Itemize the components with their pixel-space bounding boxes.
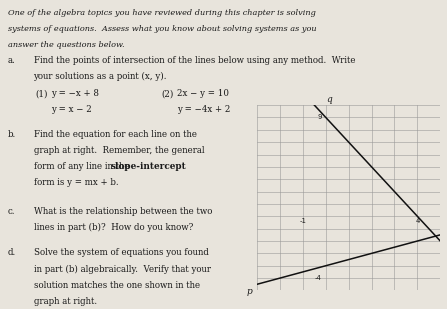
- Text: 2x − y = 10: 2x − y = 10: [177, 89, 228, 98]
- Text: a.: a.: [8, 56, 16, 65]
- Text: your solutions as a point (x, y).: your solutions as a point (x, y).: [34, 72, 167, 81]
- Text: 4: 4: [415, 218, 420, 224]
- Text: systems of equations.  Assess what you know about solving systems as you: systems of equations. Assess what you kn…: [8, 25, 316, 33]
- Text: y = −x + 8: y = −x + 8: [51, 89, 99, 98]
- Text: Find the points of intersection of the lines below using any method.  Write: Find the points of intersection of the l…: [34, 56, 355, 65]
- Text: One of the algebra topics you have reviewed during this chapter is solving: One of the algebra topics you have revie…: [8, 9, 316, 17]
- Text: q: q: [326, 95, 332, 104]
- Text: -1: -1: [299, 218, 306, 224]
- Text: answer the questions below.: answer the questions below.: [8, 41, 125, 49]
- Text: in part (b) algebraically.  Verify that your: in part (b) algebraically. Verify that y…: [34, 265, 211, 274]
- Text: c.: c.: [8, 207, 16, 216]
- Text: -4: -4: [315, 275, 322, 281]
- Text: (2): (2): [161, 89, 173, 98]
- Text: slope-intercept: slope-intercept: [111, 162, 186, 171]
- Text: b.: b.: [8, 129, 16, 138]
- Text: y = x − 2: y = x − 2: [51, 105, 92, 114]
- Text: y = −4x + 2: y = −4x + 2: [177, 105, 230, 114]
- Text: Solve the system of equations you found: Solve the system of equations you found: [34, 248, 208, 257]
- Text: d.: d.: [8, 248, 16, 257]
- Text: Find the equation for each line on the: Find the equation for each line on the: [34, 129, 197, 138]
- Text: graph at right.  Remember, the general: graph at right. Remember, the general: [34, 146, 204, 154]
- Text: What is the relationship between the two: What is the relationship between the two: [34, 207, 212, 216]
- Text: graph at right.: graph at right.: [34, 297, 97, 306]
- Text: solution matches the one shown in the: solution matches the one shown in the: [34, 281, 200, 290]
- Text: form of any line in the: form of any line in the: [34, 162, 132, 171]
- Text: p: p: [247, 287, 253, 296]
- Text: lines in part (b)?  How do you know?: lines in part (b)? How do you know?: [34, 223, 193, 232]
- Text: 9: 9: [317, 114, 322, 121]
- Text: form is y = mx + b.: form is y = mx + b.: [34, 178, 118, 187]
- Text: (1): (1): [36, 89, 48, 98]
